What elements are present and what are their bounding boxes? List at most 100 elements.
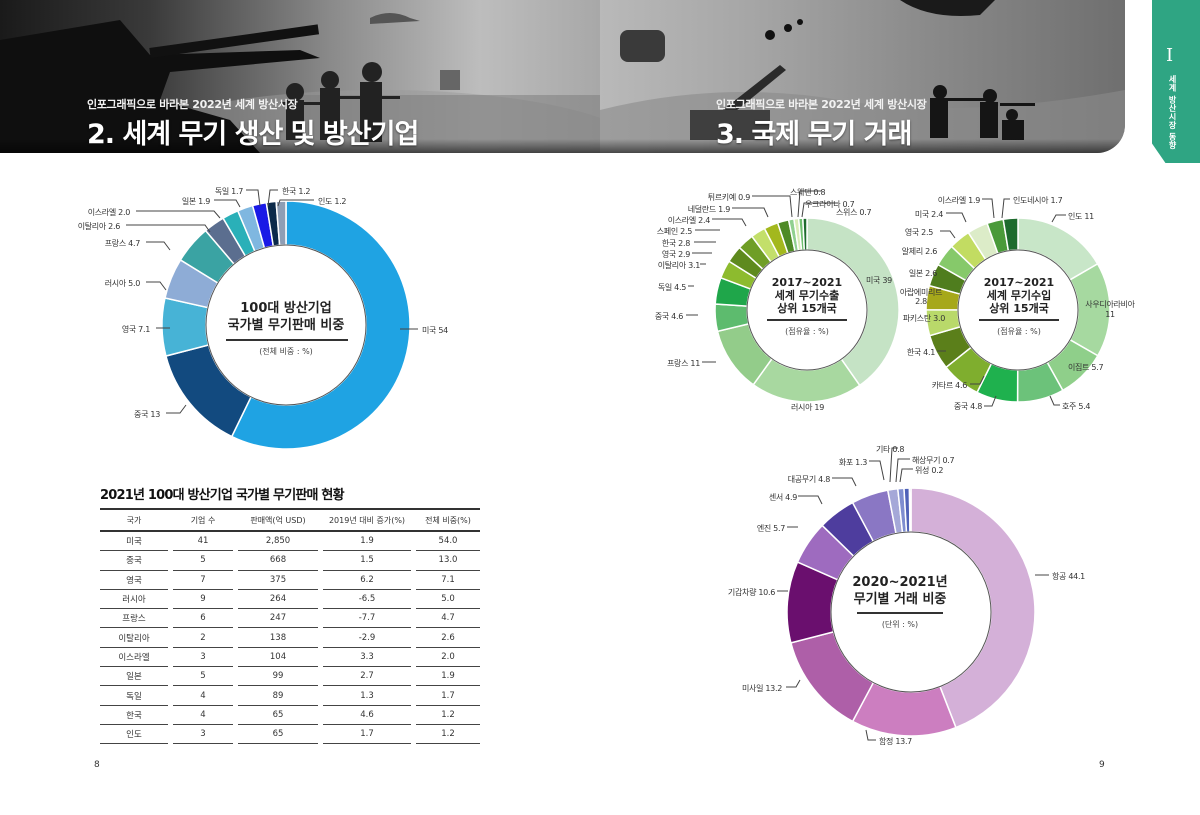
column-gap — [318, 551, 323, 571]
table-row: 독일 4 89 1.3 1.7 — [100, 686, 480, 706]
column-gap — [168, 667, 173, 687]
table-row: 인도 3 65 1.7 1.2 — [100, 725, 480, 745]
value-cell: 1.5 — [323, 551, 411, 571]
center-title-line: 세계 무기수입 — [986, 289, 1052, 302]
country-cell: 영국 — [100, 571, 168, 590]
slice-label: 러시아 19 — [791, 403, 825, 412]
country-cell: 인도 — [100, 725, 168, 745]
column-gap — [411, 551, 416, 571]
slice-label: 파키스탄 3.0 — [902, 314, 946, 323]
banner-shade — [0, 139, 600, 153]
table-row: 이탈리아 2 138 -2.9 2.6 — [100, 628, 480, 648]
chapter-side-tab[interactable]: I 세계 방산시장 동향 — [1152, 0, 1200, 163]
slice-label: 기갑차량 10.6 — [727, 588, 775, 597]
page-number-left: 8 — [94, 760, 100, 770]
slice-label: 화포 1.3 — [838, 458, 867, 467]
table-row: 일본 5 99 2.7 1.9 — [100, 667, 480, 687]
table-row: 러시아 9 264 -6.5 5.0 — [100, 590, 480, 610]
column-gap — [318, 725, 323, 745]
column-gap — [168, 648, 173, 668]
column-gap — [233, 551, 238, 571]
value-cell: 3 — [173, 725, 233, 745]
slice-label: 호주 5.4 — [1062, 402, 1091, 411]
value-cell: 54.0 — [416, 532, 480, 552]
value-cell: 375 — [238, 571, 318, 590]
slice-label: 위성 0.2 — [915, 466, 944, 475]
donut-hole — [957, 249, 1079, 371]
slice-label: 독일 4.5 — [657, 283, 686, 292]
column-gap — [318, 590, 323, 610]
military-silhouette-illustration — [0, 13, 600, 153]
table-row: 영국 7 375 6.2 7.1 — [100, 571, 480, 590]
table-row: 한국 4 65 4.6 1.2 — [100, 706, 480, 725]
value-cell: 5.0 — [416, 590, 480, 610]
table-header-row: 국가 기업 수 판매액(억 USD) 2019년 대비 증가(%) 전체 비중(… — [100, 508, 480, 532]
value-cell: 65 — [238, 706, 318, 725]
donut-center-title: 2020~2021년 무기별 거래 비중 — [830, 574, 970, 608]
slice-label: 인도 1.2 — [318, 197, 347, 206]
label-leader-lines — [126, 189, 1066, 741]
country-cell: 일본 — [100, 667, 168, 687]
slice-label: 중국 4.8 — [953, 402, 982, 411]
slice-label: 인도 11 — [1068, 212, 1094, 221]
column-gap — [318, 686, 323, 706]
slice-label: 미국 39 — [866, 276, 892, 285]
column-header: 기업 수 — [173, 508, 233, 532]
donut-unit-label: (전체 비중 : %) — [259, 347, 313, 356]
value-cell: 3.3 — [323, 648, 411, 668]
country-cell: 독일 — [100, 686, 168, 706]
column-gap — [233, 609, 238, 629]
value-cell: 1.2 — [416, 725, 480, 745]
value-cell: 2.7 — [323, 667, 411, 687]
value-cell: 1.2 — [416, 706, 480, 725]
slice-label: 스페인 2.5 — [656, 227, 693, 236]
value-cell: 1.9 — [323, 532, 411, 552]
slice-label: 튀르키예 0.9 — [707, 193, 751, 202]
value-cell: 1.7 — [416, 686, 480, 706]
center-title-line: 상위 15개국 — [777, 302, 837, 315]
column-gap — [233, 686, 238, 706]
slice-label: 사우디아라비아 11 — [1085, 300, 1135, 319]
column-header: 2019년 대비 증가(%) — [323, 508, 411, 532]
column-gap — [168, 725, 173, 745]
column-gap — [168, 609, 173, 629]
value-cell: 4 — [173, 706, 233, 725]
value-cell: 5 — [173, 551, 233, 571]
donut-hole — [205, 244, 367, 406]
center-divider — [226, 339, 348, 341]
slice-label: 기타 0.8 — [876, 445, 905, 454]
slice-label: 네덜란드 1.9 — [687, 205, 731, 214]
value-cell: 1.9 — [416, 667, 480, 687]
center-divider — [767, 319, 847, 321]
column-gap — [233, 706, 238, 725]
country-cell: 프랑스 — [100, 609, 168, 629]
slice-label: 미사일 13.2 — [741, 684, 782, 693]
slice-label: 독일 1.7 — [214, 187, 243, 196]
value-cell: 3 — [173, 648, 233, 668]
column-gap — [168, 706, 173, 725]
column-gap — [411, 686, 416, 706]
column-header: 판매액(억 USD) — [238, 508, 318, 532]
center-title-line: 2017~2021 — [983, 276, 1055, 289]
country-cell: 한국 — [100, 706, 168, 725]
country-cell: 미국 — [100, 532, 168, 552]
value-cell: 668 — [238, 551, 318, 571]
value-cell: 65 — [238, 725, 318, 745]
column-gap — [233, 648, 238, 668]
value-cell: -2.9 — [323, 628, 411, 648]
value-cell: 1.7 — [323, 725, 411, 745]
section-title-left: 2. 세계 무기 생산 및 방산기업 — [87, 119, 419, 150]
value-cell: 4.6 — [323, 706, 411, 725]
value-cell: 6 — [173, 609, 233, 629]
value-cell: 4.7 — [416, 609, 480, 629]
value-cell: -7.7 — [323, 609, 411, 629]
column-gap — [411, 628, 416, 648]
slice-label: 중국 4.6 — [654, 312, 683, 321]
slice-label: 우크라이나 0.7 — [805, 200, 855, 209]
column-gap — [318, 532, 323, 552]
value-cell: 41 — [173, 532, 233, 552]
donut-slice — [908, 487, 912, 533]
slice-label: 이탈리아 3.1 — [657, 261, 701, 270]
slice-label: 이스라엘 2.0 — [87, 208, 131, 217]
